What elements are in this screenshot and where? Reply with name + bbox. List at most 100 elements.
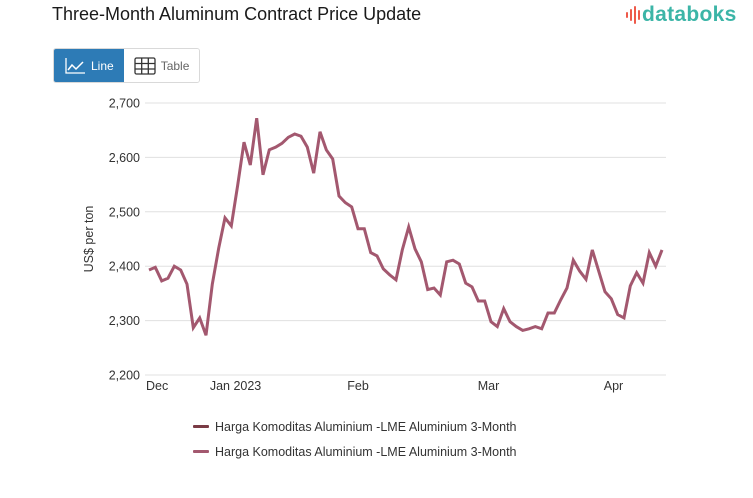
legend: Harga Komoditas Aluminium -LME Aluminium…: [193, 414, 517, 464]
data-point[interactable]: [292, 131, 298, 137]
data-point[interactable]: [589, 247, 595, 253]
data-point[interactable]: [323, 147, 329, 153]
data-point[interactable]: [653, 263, 659, 269]
data-point[interactable]: [494, 324, 500, 330]
legend-label-1: Harga Komoditas Aluminium -LME Aluminium…: [215, 419, 517, 434]
y-tick-label: 2,200: [109, 369, 140, 383]
y-axis-label: US$ per ton: [82, 206, 96, 273]
data-point[interactable]: [165, 275, 171, 281]
data-point[interactable]: [558, 297, 564, 303]
line-chart: 2,200 2,300 2,400 2,500 2,600 2,700 Dec Jan 20…: [82, 97, 666, 393]
data-point[interactable]: [241, 139, 247, 145]
legend-item-2[interactable]: Harga Komoditas Aluminium -LME Aluminium…: [193, 439, 517, 464]
data-point[interactable]: [380, 266, 386, 272]
data-point[interactable]: [355, 226, 361, 232]
legend-item-1[interactable]: Harga Komoditas Aluminium -LME Aluminium…: [193, 414, 517, 439]
legend-swatch-1: [193, 425, 209, 428]
data-point[interactable]: [602, 289, 608, 295]
data-point[interactable]: [266, 147, 272, 153]
data-point[interactable]: [260, 172, 266, 178]
table-view-button[interactable]: Table: [123, 49, 200, 82]
legend-swatch-2: [193, 450, 209, 453]
data-point[interactable]: [418, 259, 424, 265]
data-point[interactable]: [387, 272, 393, 278]
data-point[interactable]: [285, 134, 291, 140]
data-point[interactable]: [627, 283, 633, 289]
data-point[interactable]: [520, 327, 526, 333]
data-point[interactable]: [596, 268, 602, 274]
data-point[interactable]: [425, 287, 431, 293]
data-point[interactable]: [273, 144, 279, 150]
data-point[interactable]: [336, 193, 342, 199]
data-point[interactable]: [197, 315, 203, 321]
line-chart-icon: [65, 57, 85, 74]
data-point[interactable]: [634, 270, 640, 276]
data-point[interactable]: [469, 284, 475, 290]
data-point[interactable]: [444, 259, 450, 265]
data-point[interactable]: [222, 215, 228, 221]
data-point[interactable]: [349, 204, 355, 210]
data-point[interactable]: [304, 144, 310, 150]
data-point[interactable]: [361, 226, 367, 232]
data-point[interactable]: [247, 162, 253, 168]
data-point[interactable]: [190, 325, 196, 331]
data-point[interactable]: [640, 280, 646, 286]
data-point[interactable]: [507, 319, 513, 325]
data-point[interactable]: [488, 319, 494, 325]
data-point[interactable]: [209, 281, 215, 287]
series-line-1[interactable]: [148, 117, 664, 336]
data-point[interactable]: [437, 292, 443, 298]
databoks-logo[interactable]: databoks: [626, 3, 737, 27]
data-point[interactable]: [152, 264, 158, 270]
data-point[interactable]: [412, 246, 418, 252]
data-point[interactable]: [608, 296, 614, 302]
data-point[interactable]: [184, 281, 190, 287]
data-point[interactable]: [513, 324, 519, 330]
data-point[interactable]: [450, 257, 456, 263]
data-point[interactable]: [621, 315, 627, 321]
data-point[interactable]: [659, 247, 665, 253]
x-tick-label: Apr: [604, 379, 623, 393]
data-point[interactable]: [298, 133, 304, 139]
data-point[interactable]: [646, 250, 652, 256]
data-point[interactable]: [475, 298, 481, 304]
data-point[interactable]: [539, 326, 545, 332]
data-point[interactable]: [216, 245, 222, 251]
data-point[interactable]: [583, 276, 589, 282]
line-view-button[interactable]: Line: [54, 49, 124, 82]
data-point[interactable]: [178, 267, 184, 273]
data-point[interactable]: [456, 261, 462, 267]
data-point[interactable]: [393, 277, 399, 283]
data-point[interactable]: [171, 263, 177, 269]
data-point[interactable]: [254, 115, 260, 121]
data-point[interactable]: [342, 200, 348, 206]
data-point[interactable]: [577, 268, 583, 274]
data-point[interactable]: [279, 140, 285, 146]
data-point[interactable]: [406, 224, 412, 230]
data-point[interactable]: [615, 312, 621, 318]
data-point[interactable]: [311, 170, 317, 176]
data-point[interactable]: [146, 267, 152, 273]
data-point[interactable]: [159, 278, 165, 284]
data-point[interactable]: [570, 257, 576, 263]
data-point[interactable]: [330, 156, 336, 162]
data-point[interactable]: [235, 182, 241, 188]
data-point[interactable]: [399, 247, 405, 253]
data-point[interactable]: [501, 306, 507, 312]
data-point[interactable]: [463, 280, 469, 286]
data-point[interactable]: [551, 310, 557, 316]
data-point[interactable]: [532, 324, 538, 330]
y-axis-ticks: 2,200 2,300 2,400 2,500 2,600 2,700: [109, 97, 140, 383]
data-point[interactable]: [374, 253, 380, 259]
data-point[interactable]: [228, 223, 234, 229]
data-point[interactable]: [564, 285, 570, 291]
data-point[interactable]: [203, 332, 209, 338]
data-point[interactable]: [545, 310, 551, 316]
data-point[interactable]: [431, 285, 437, 291]
data-point[interactable]: [526, 326, 532, 332]
data-point[interactable]: [368, 250, 374, 256]
legend-label-2: Harga Komoditas Aluminium -LME Aluminium…: [215, 444, 517, 459]
data-point[interactable]: [317, 129, 323, 135]
x-tick-label: Dec: [146, 379, 168, 393]
data-point[interactable]: [482, 298, 488, 304]
